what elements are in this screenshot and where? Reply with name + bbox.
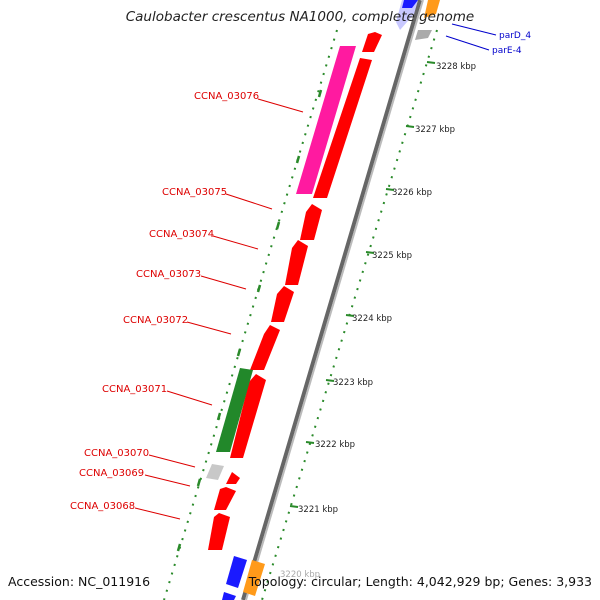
gene-label: CCNA_03075 bbox=[162, 187, 227, 198]
blue-feature-top-dark bbox=[402, 0, 418, 8]
gene-label: CCNA_03069 bbox=[79, 468, 144, 479]
kbp-label: 3222 kbp bbox=[315, 440, 355, 450]
grey-feature bbox=[206, 464, 224, 480]
blue-feature-bottom-2 bbox=[222, 592, 236, 600]
gene-labels-left: CCNA_03076 CCNA_03075 CCNA_03074 CCNA_03… bbox=[70, 91, 304, 520]
gene-label: CCNA_03070 bbox=[84, 448, 149, 459]
cds-arrow bbox=[271, 286, 294, 322]
genome-summary-text: Topology: circular; Length: 4,042,929 bp… bbox=[248, 574, 592, 589]
kbp-label: 3226 kbp bbox=[392, 188, 432, 198]
cds-arrow bbox=[285, 240, 308, 285]
gene-label: parD_4 bbox=[499, 31, 531, 41]
cds-arrow bbox=[300, 204, 322, 240]
gene-label: CCNA_03076 bbox=[194, 91, 259, 102]
gene-label: parE-4 bbox=[492, 46, 522, 56]
green-feature bbox=[216, 368, 253, 452]
cds-arrow bbox=[250, 325, 280, 370]
cds-features bbox=[208, 32, 382, 550]
pink-feature bbox=[296, 46, 356, 194]
genome-backbone bbox=[241, 0, 424, 600]
grey-feature-top bbox=[415, 30, 432, 40]
kbp-tick-markers bbox=[289, 61, 436, 508]
orange-feature-top bbox=[424, 0, 440, 18]
blue-feature-bottom bbox=[226, 556, 247, 588]
gc-track-outer bbox=[163, 29, 338, 600]
gene-label: CCNA_03068 bbox=[70, 501, 135, 512]
cds-arrow bbox=[208, 513, 230, 550]
gene-label: CCNA_03073 bbox=[136, 269, 201, 280]
kbp-label: 3228 kbp bbox=[436, 62, 476, 72]
cds-arrow bbox=[214, 487, 236, 510]
gene-label: CCNA_03074 bbox=[149, 229, 214, 240]
kbp-label: 3227 kbp bbox=[415, 125, 455, 135]
orange-feature-bottom bbox=[243, 560, 265, 596]
accession-text: Accession: NC_011916 bbox=[8, 574, 151, 589]
kbp-label: 3220 kbp bbox=[280, 570, 320, 580]
kbp-labels: 3228 kbp 3227 kbp 3226 kbp 3225 kbp 3224… bbox=[280, 62, 476, 580]
map-title: Caulobacter crescentus NA1000, complete … bbox=[125, 9, 475, 25]
cds-arrow bbox=[313, 58, 372, 198]
gene-label: CCNA_03072 bbox=[123, 315, 188, 326]
kbp-label: 3225 kbp bbox=[372, 251, 412, 261]
kbp-label: 3224 kbp bbox=[352, 314, 392, 324]
kbp-label: 3221 kbp bbox=[298, 505, 338, 515]
cds-arrow bbox=[226, 472, 240, 484]
gene-labels-right: parD_4 parE-4 bbox=[445, 23, 531, 56]
blue-feature-top bbox=[396, 0, 418, 30]
gc-track-ticks bbox=[176, 89, 323, 552]
kbp-label: 3223 kbp bbox=[333, 378, 373, 388]
gene-label: CCNA_03071 bbox=[102, 384, 167, 395]
cds-arrow bbox=[362, 32, 382, 52]
cds-arrow bbox=[230, 374, 266, 458]
